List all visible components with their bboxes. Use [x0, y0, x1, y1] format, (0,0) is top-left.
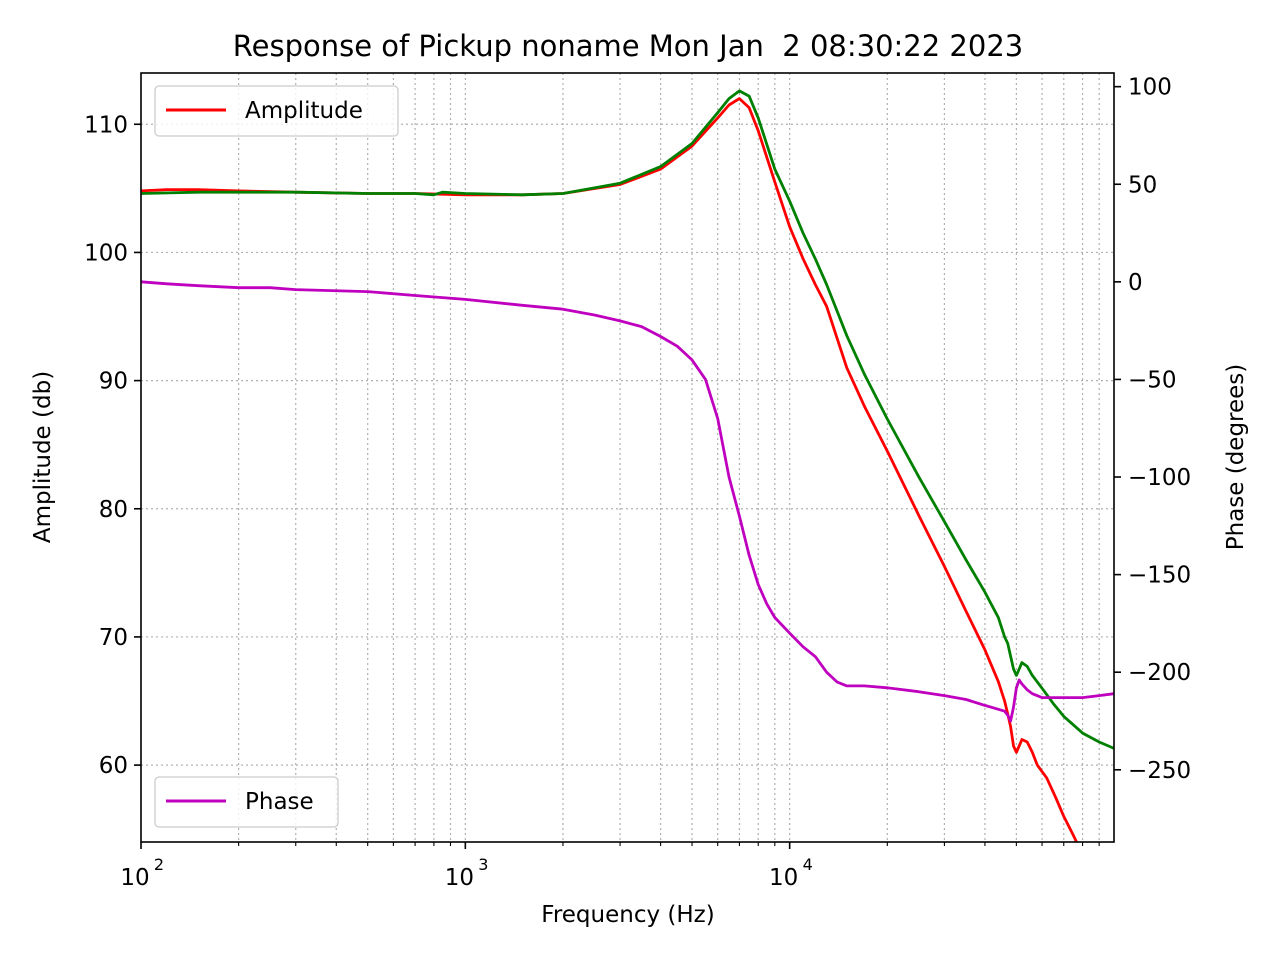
- y2-tick-label: 100: [1128, 75, 1172, 101]
- x-tick-exponent: 3: [478, 855, 488, 874]
- y2-tick-label: −150: [1128, 563, 1191, 589]
- series-group: [141, 89, 1114, 842]
- x-axis-label: Frequency (Hz): [541, 902, 714, 928]
- y2-tick-label: 0: [1128, 270, 1143, 296]
- x-tick-label: 10: [445, 865, 474, 891]
- y-tick-label: 110: [84, 112, 128, 138]
- x-tick-exponent: 4: [803, 855, 813, 874]
- x-tick-label: 10: [769, 865, 798, 891]
- tick-marks: 60 70 80 90 100 110 −250 −200 −150 −100 −50 0 50 100 1…: [84, 75, 1191, 891]
- plot-frame: [140, 72, 1115, 843]
- y2-axis-label: Phase (degrees): [1223, 364, 1249, 551]
- y2-tick-label: −50: [1128, 367, 1177, 393]
- y2-tick-label: −100: [1128, 465, 1191, 491]
- series-1-line: [141, 89, 1114, 750]
- y-tick-label: 100: [84, 240, 128, 266]
- y-tick-label: 80: [99, 497, 128, 523]
- legend-amplitude-label: Amplitude: [245, 98, 363, 124]
- legend-amplitude: Amplitude: [154, 85, 399, 137]
- y2-tick-label: −200: [1128, 660, 1191, 686]
- y-axis-label: Amplitude (db): [30, 371, 56, 543]
- y2-tick-label: −250: [1128, 758, 1191, 784]
- grid-lines: [140, 73, 1114, 842]
- series-phase-line: [141, 280, 1114, 723]
- y-tick-label: 60: [99, 753, 128, 779]
- y-tick-label: 70: [99, 625, 128, 651]
- chart-title: Response of Pickup noname Mon Jan 2 08:3…: [233, 29, 1023, 63]
- x-tick-label: 10: [120, 865, 149, 891]
- y2-tick-label: 50: [1128, 172, 1157, 198]
- legend-amplitude-box: [154, 85, 399, 137]
- series-amplitude-line: [141, 97, 1079, 842]
- legend-phase-label: Phase: [245, 789, 314, 815]
- x-tick-exponent: 2: [154, 855, 164, 874]
- legend-phase: Phase: [154, 776, 339, 828]
- legend-phase-box: [154, 776, 339, 828]
- y-tick-label: 90: [99, 369, 128, 395]
